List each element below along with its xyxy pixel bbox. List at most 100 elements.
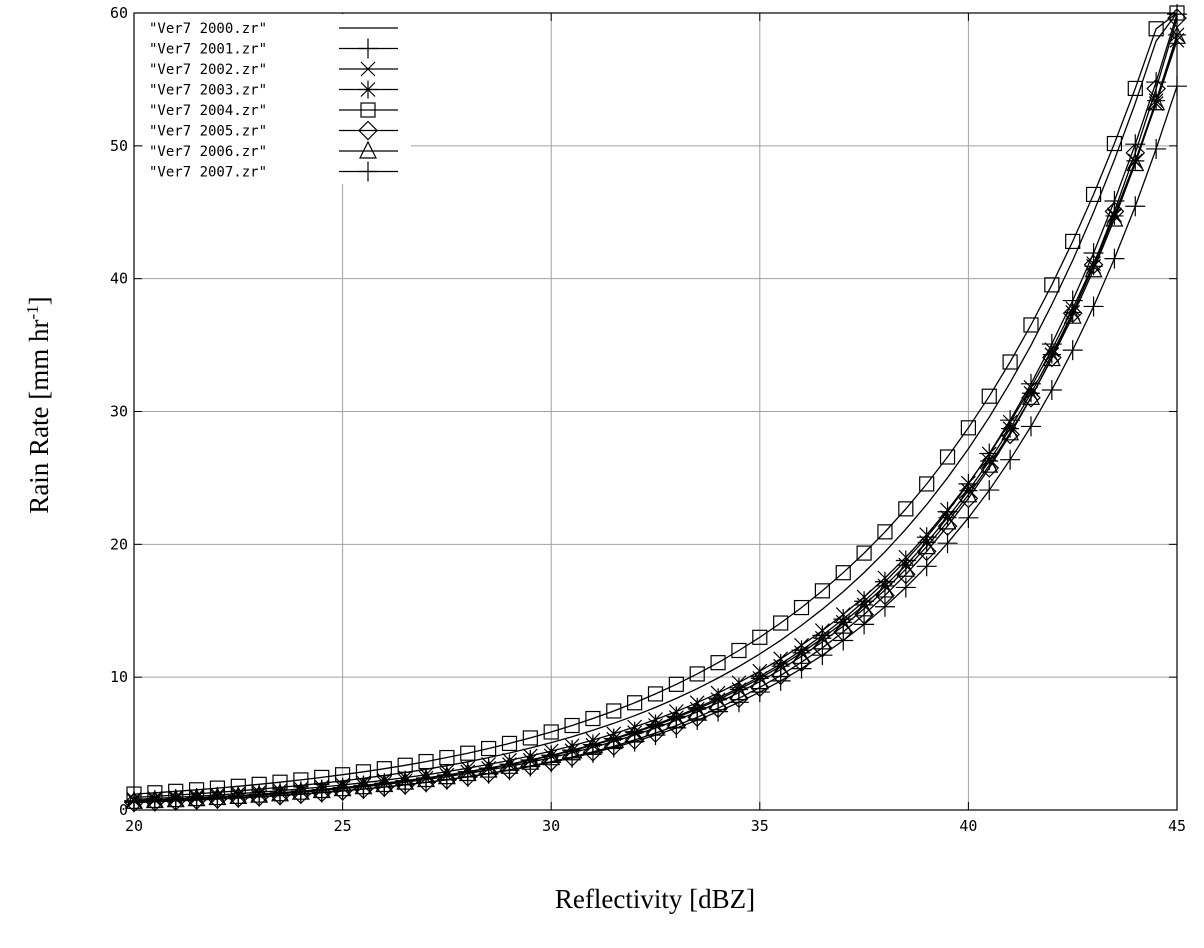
data-point-plus bbox=[358, 38, 378, 59]
data-point-square bbox=[814, 583, 830, 599]
data-point-square bbox=[1044, 277, 1060, 293]
data-point-plus bbox=[770, 653, 791, 674]
data-point-plus bbox=[874, 596, 895, 617]
data-point-triangle bbox=[1105, 208, 1124, 227]
data-point-plus bbox=[582, 734, 603, 755]
data-point-plus bbox=[1000, 410, 1021, 431]
data-point-plus bbox=[1167, 76, 1187, 97]
legend-entry: "Ver7 2004.zr" bbox=[149, 102, 398, 119]
data-point-square bbox=[606, 703, 622, 719]
data-point-diamond bbox=[1083, 254, 1104, 275]
data-point-plus bbox=[457, 761, 478, 782]
data-point-triangle bbox=[1022, 387, 1040, 405]
data-point-plus bbox=[1167, 4, 1187, 25]
y-tick-label: 20 bbox=[110, 535, 128, 553]
data-point-plus bbox=[1020, 373, 1041, 394]
data-point-square bbox=[793, 599, 810, 616]
data-point-square bbox=[460, 745, 476, 761]
legend-label: "Ver7 2006.zr" bbox=[149, 144, 267, 160]
data-point-triangle bbox=[750, 671, 769, 690]
data-point-plus bbox=[353, 775, 374, 796]
legend-entry: "Ver7 2003.zr" bbox=[149, 80, 398, 99]
x-tick-label: 40 bbox=[959, 817, 977, 835]
legend-entry: "Ver7 2002.zr" bbox=[149, 61, 398, 78]
data-point-plus bbox=[186, 787, 207, 808]
data-point-triangle bbox=[667, 710, 686, 728]
data-point-diamond bbox=[358, 120, 378, 141]
data-point-plus bbox=[1041, 334, 1062, 355]
data-point-plus bbox=[1083, 296, 1104, 317]
data-point-diamond bbox=[124, 792, 144, 813]
data-point-star bbox=[1126, 151, 1145, 170]
data-point-plus bbox=[228, 785, 249, 806]
data-point-triangle bbox=[771, 659, 790, 678]
y-axis-title-main: Rain Rate [mm hr bbox=[24, 319, 54, 513]
series-2 bbox=[124, 76, 1187, 813]
data-point-plus bbox=[895, 577, 916, 598]
data-point-plus bbox=[332, 777, 353, 798]
x-axis-title: Reflectivity [dBZ] bbox=[555, 884, 755, 914]
data-point-square bbox=[898, 501, 914, 517]
data-point-square bbox=[1148, 21, 1164, 37]
data-point-square bbox=[439, 749, 455, 766]
data-point-square bbox=[1106, 135, 1123, 152]
data-point-square bbox=[543, 724, 559, 740]
data-point-plus bbox=[124, 790, 144, 811]
legend-entry: "Ver7 2000.zr" bbox=[149, 21, 398, 37]
data-point-triangle bbox=[980, 454, 999, 473]
data-point-square bbox=[731, 642, 747, 659]
legend-background bbox=[143, 14, 411, 184]
legend-entry: "Ver7 2001.zr" bbox=[149, 38, 398, 59]
data-point-star bbox=[1042, 345, 1061, 364]
data-point-triangle bbox=[834, 615, 853, 634]
data-point-plus bbox=[624, 721, 645, 742]
data-point-plus bbox=[958, 473, 979, 494]
data-point-plus bbox=[311, 779, 332, 800]
series-group bbox=[124, 4, 1187, 813]
data-point-plus bbox=[562, 740, 583, 761]
data-point-star bbox=[1105, 206, 1124, 225]
data-point-triangle bbox=[709, 692, 728, 711]
legend-entry: "Ver7 2007.zr" bbox=[149, 161, 398, 182]
legend-label: "Ver7 2004.zr" bbox=[149, 103, 267, 119]
data-point-triangle bbox=[1147, 92, 1166, 111]
data-point-square bbox=[481, 740, 497, 757]
data-point-plus bbox=[979, 443, 1000, 464]
data-point-plus bbox=[645, 714, 666, 735]
data-point-diamond bbox=[937, 516, 958, 536]
data-point-square bbox=[522, 730, 538, 746]
data-point-plus bbox=[979, 480, 1000, 501]
data-point-plus bbox=[603, 728, 624, 749]
data-point-diamond bbox=[416, 772, 436, 793]
data-point-square bbox=[981, 388, 997, 404]
data-point-square bbox=[647, 686, 664, 702]
y-tick-label: 0 bbox=[119, 801, 128, 819]
data-point-square bbox=[1127, 80, 1143, 97]
data-point-square bbox=[668, 676, 684, 692]
data-point-triangle bbox=[875, 579, 894, 598]
data-point-triangle bbox=[646, 717, 665, 736]
legend-label: "Ver7 2001.zr" bbox=[149, 42, 267, 58]
x-tick-label: 30 bbox=[542, 817, 560, 835]
data-point-star bbox=[1168, 25, 1186, 44]
data-point-plus bbox=[416, 767, 437, 788]
data-point-triangle bbox=[855, 598, 874, 617]
data-point-plus bbox=[1000, 449, 1021, 470]
data-point-square bbox=[919, 476, 935, 492]
y-tick-label: 30 bbox=[110, 403, 128, 421]
data-point-square bbox=[835, 565, 851, 581]
data-point-triangle bbox=[1084, 259, 1103, 278]
x-tick-label: 35 bbox=[751, 817, 769, 835]
data-point-triangle bbox=[959, 484, 978, 503]
data-point-square bbox=[689, 666, 705, 682]
legend-entry: "Ver7 2005.zr" bbox=[149, 120, 398, 141]
data-point-plus bbox=[1062, 290, 1083, 311]
x-tick-label: 25 bbox=[334, 817, 352, 835]
y-axis-title: Rain Rate [mm hr-1] bbox=[23, 296, 54, 513]
data-point-cross bbox=[360, 61, 376, 77]
data-point-triangle bbox=[604, 731, 623, 750]
data-point-triangle bbox=[792, 645, 811, 664]
axis-ticks: 20 25 30 35 40 45 0 10 20 30 40 50 60 bbox=[110, 4, 1186, 835]
